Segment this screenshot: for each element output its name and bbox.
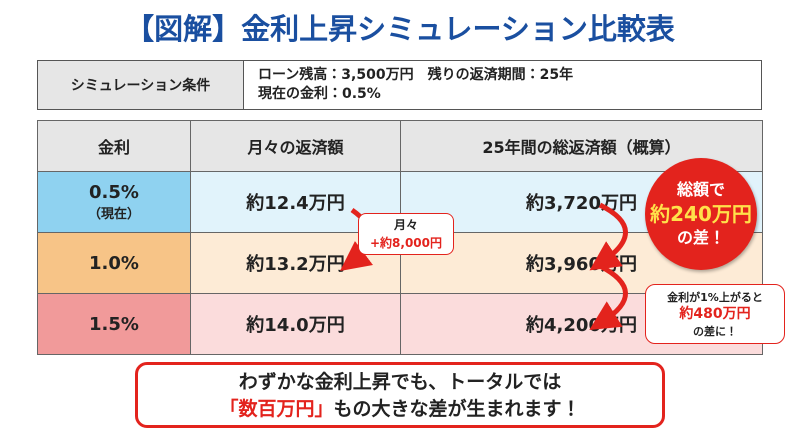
rate-note: （現在）: [87, 207, 140, 222]
rate: 0.5%: [89, 182, 139, 203]
title: 【図解】金利上昇シミュレーション比較表: [125, 12, 675, 46]
callout-text: の差！: [676, 228, 725, 247]
callout-highlight: +約8,000円: [369, 236, 442, 250]
rate-cell: 1.5%: [37, 293, 191, 355]
rate-cell: 1.0%: [37, 232, 191, 294]
monthly-callout: 月々 +約8,000円: [358, 213, 454, 255]
conditions: シミュレーション条件 ローン残高：3,500万円 残りの返済期間：25年 現在の…: [37, 60, 762, 110]
condition-line: ローン残高：3,500万円 残りの返済期間：25年: [258, 67, 574, 83]
footer-text: もの大きな差が生まれます！: [333, 398, 581, 420]
callout-text: 総額で: [676, 180, 725, 199]
footer-highlight: 「数百万円」: [219, 398, 334, 420]
rate-cell: 0.5% （現在）: [37, 171, 191, 233]
rate-callout: 金利が1%上がると 約480万円 の差に！: [645, 284, 785, 344]
footer-line: 「数百万円」もの大きな差が生まれます！: [138, 396, 662, 423]
conditions-text: ローン残高：3,500万円 残りの返済期間：25年 現在の金利：0.5%: [244, 61, 587, 109]
callout-text: の差に！: [693, 325, 737, 338]
total-callout: 総額で 約240万円 の差！: [645, 158, 757, 270]
arrow: [589, 263, 628, 330]
footer-line: わずかな金利上昇でも、トータルでは: [238, 371, 562, 393]
condition-line: 現在の金利：0.5%: [258, 86, 381, 102]
header-cell: 月々の返済額: [190, 120, 401, 172]
monthly-cell: 約14.0万円: [190, 293, 401, 355]
callout-highlight: 約240万円: [650, 202, 752, 226]
callout-text: 金利が1%上がると: [667, 291, 763, 304]
footer-message: わずかな金利上昇でも、トータルでは 「数百万円」もの大きな差が生まれます！: [135, 362, 665, 428]
arrow: [589, 202, 628, 271]
row: 0.5% （現在） 約12.4万円 約3,720万円: [37, 171, 763, 233]
conditions-label: シミュレーション条件: [38, 61, 244, 109]
callout-text: 月々: [393, 218, 418, 232]
callout-highlight: 約480万円: [679, 306, 751, 322]
